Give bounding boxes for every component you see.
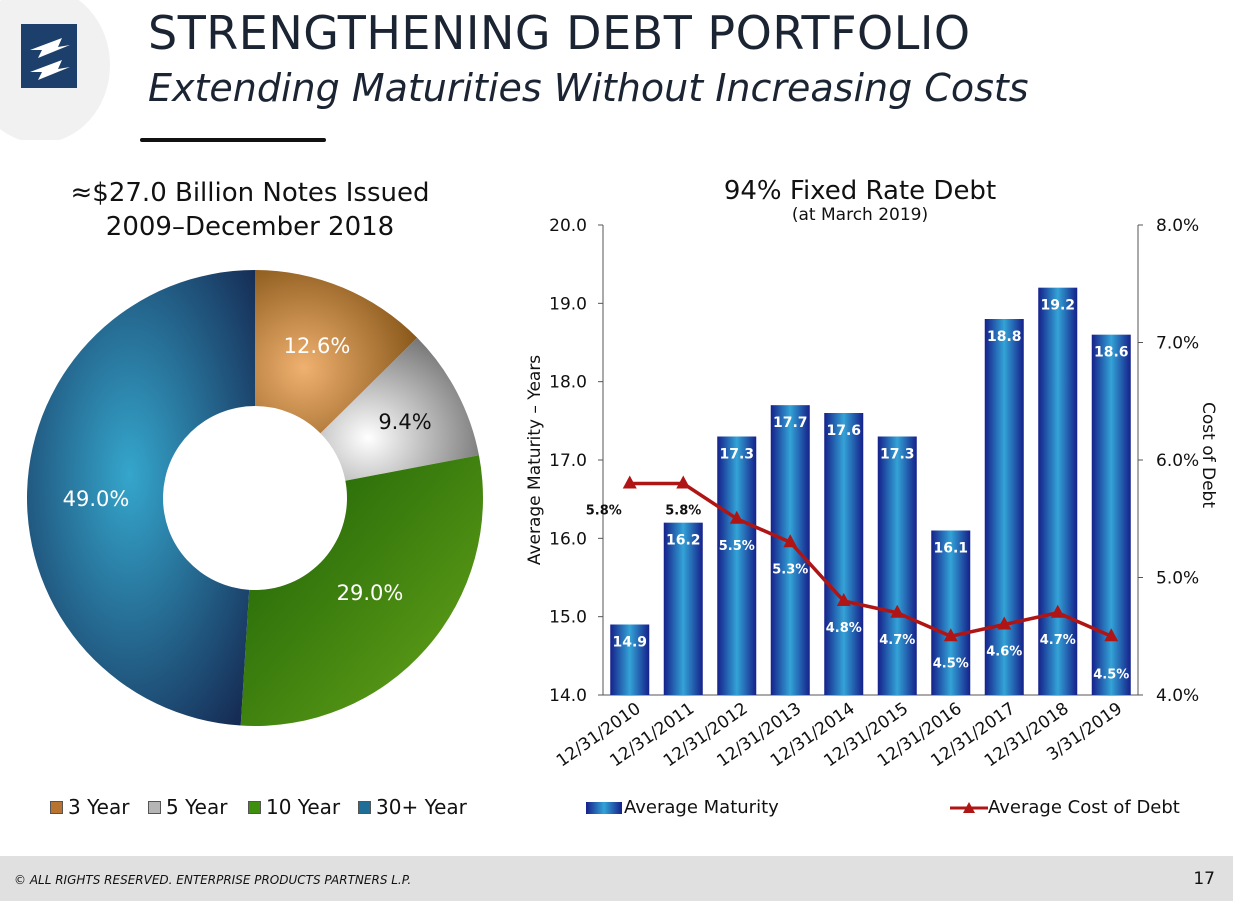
bar-9 [1038,287,1078,695]
legend-average-cost: Average Cost of Debt [950,797,1180,818]
right-tick-label: 4.0% [1156,686,1199,706]
title-divider [140,138,326,142]
cost-marker-6 [890,604,905,618]
legend-label-30-year: 30+ Year [376,795,467,819]
bar-8 [984,319,1024,695]
cost-marker-4 [783,534,798,548]
cost-marker-10 [1104,628,1119,642]
cost-label-1: 5.8% [586,504,622,519]
cost-label-3: 5.5% [719,539,755,554]
copyright-text: © ALL RIGHTS RESERVED. ENTERPRISE PRODUC… [14,873,412,887]
cost-marker-1 [622,475,637,489]
company-logo [0,0,110,140]
left-tick-label: 18.0 [549,373,587,393]
left-tick-label: 16.0 [549,529,587,549]
right-tick-label: 8.0% [1156,216,1199,236]
donut-slice-label-1: 12.6% [284,334,351,358]
cost-label-7: 4.5% [933,656,969,671]
donut-chart: 12.6% 9.4% 29.0% 49.0% [26,270,483,727]
page-number: 17 [1193,869,1215,889]
pie-title-line1: ≈$27.0 Billion Notes Issued [70,178,430,208]
legend-label-maturity: Average Maturity [624,797,779,818]
left-tick-label: 19.0 [549,294,587,314]
cost-label-4: 5.3% [772,562,808,577]
page-subtitle: Extending Maturities Without Increasing … [148,66,1029,110]
donut-slice-2 [320,337,479,481]
bar-label-7: 16.1 [933,541,968,557]
legend-swatch-5-year [148,800,161,814]
bar-label-8: 18.8 [987,329,1022,345]
legend-swatch-3-year [50,800,63,814]
pie-title-line2: 2009–December 2018 [105,212,395,242]
donut-slice-1 [255,270,418,434]
bar-label-6: 17.3 [880,447,915,463]
cost-marker-2 [676,475,691,489]
legend-3-year: 3 Year [50,795,129,819]
legend-label-cost: Average Cost of Debt [988,797,1180,818]
donut-slice-4 [26,270,255,726]
bar-chart-title: 94% Fixed Rate Debt [723,176,997,206]
legend-swatch-30-year [358,800,371,814]
page-title: STRENGTHENING DEBT PORTFOLIO [148,6,971,60]
cost-label-10: 4.5% [1093,667,1129,682]
bar-label-10: 18.6 [1094,345,1129,361]
donut-slice-label-3: 29.0% [337,581,404,605]
bar-label-5: 17.6 [826,423,861,439]
legend-label-10-year: 10 Year [266,795,341,819]
donut-slice-3 [240,455,483,727]
bar-chart-subtitle: (at March 2019) [791,205,929,225]
cost-line [629,481,1112,639]
right-tick-label: 6.0% [1156,451,1199,471]
bar-3 [717,436,757,695]
bar-label-3: 17.3 [719,447,754,463]
bar-7 [931,530,971,695]
right-tick-label: 7.0% [1156,334,1199,354]
bar-label-9: 19.2 [1040,298,1075,314]
bar-1 [610,624,650,695]
legend-label-3-year: 3 Year [68,795,130,819]
bar-label-1: 14.9 [612,635,647,651]
bar-line-chart: 14.0 15.0 16.0 17.0 18.0 19.0 20.0 4.0% 5.0% 6.0%… [525,216,1218,771]
legend-swatch-cost [950,801,988,813]
legend-label-5-year: 5 Year [166,795,228,819]
cost-marker-3 [729,510,744,524]
legend-5-year: 5 Year [148,795,227,819]
legend-average-maturity: Average Maturity [586,797,779,818]
left-tick-label: 17.0 [549,451,587,471]
footer-bar: © ALL RIGHTS RESERVED. ENTERPRISE PRODUC… [0,856,1233,901]
left-tick-label: 20.0 [549,216,587,236]
cost-label-8: 4.6% [986,645,1022,660]
right-tick-label: 5.0% [1156,569,1199,589]
legend-swatch-maturity [586,801,622,814]
cost-marker-7 [943,628,958,642]
y-axis-title: Average Maturity – Years [525,355,545,565]
cost-label-9: 4.7% [1040,633,1076,648]
cost-label-6: 4.7% [879,633,915,648]
charts-canvas: 12.6% 9.4% 29.0% 49.0% 14.0 15.0 16.0 17.0 18.0… [26,216,1218,771]
y-axis-right-title: Cost of Debt [1198,402,1218,508]
cost-marker-8 [997,616,1012,630]
left-tick-label: 15.0 [549,608,587,628]
bar-label-4: 17.7 [773,415,808,431]
legend-30-year: 30+ Year [358,795,467,819]
bar-4 [770,405,810,695]
cost-marker-5 [836,593,851,606]
bar-6 [877,436,917,695]
donut-slice-label-4: 49.0% [63,487,130,511]
bar-2 [663,522,703,695]
bar-label-2: 16.2 [666,533,701,549]
left-tick-label: 14.0 [549,686,587,706]
cost-label-5: 4.8% [826,621,862,636]
legend-swatch-10-year [248,800,261,814]
donut-slice-label-2: 9.4% [378,410,431,434]
legend-10-year: 10 Year [248,795,340,819]
bar-5 [824,413,864,695]
cost-marker-9 [1050,604,1065,618]
cost-label-2: 5.8% [665,504,701,519]
